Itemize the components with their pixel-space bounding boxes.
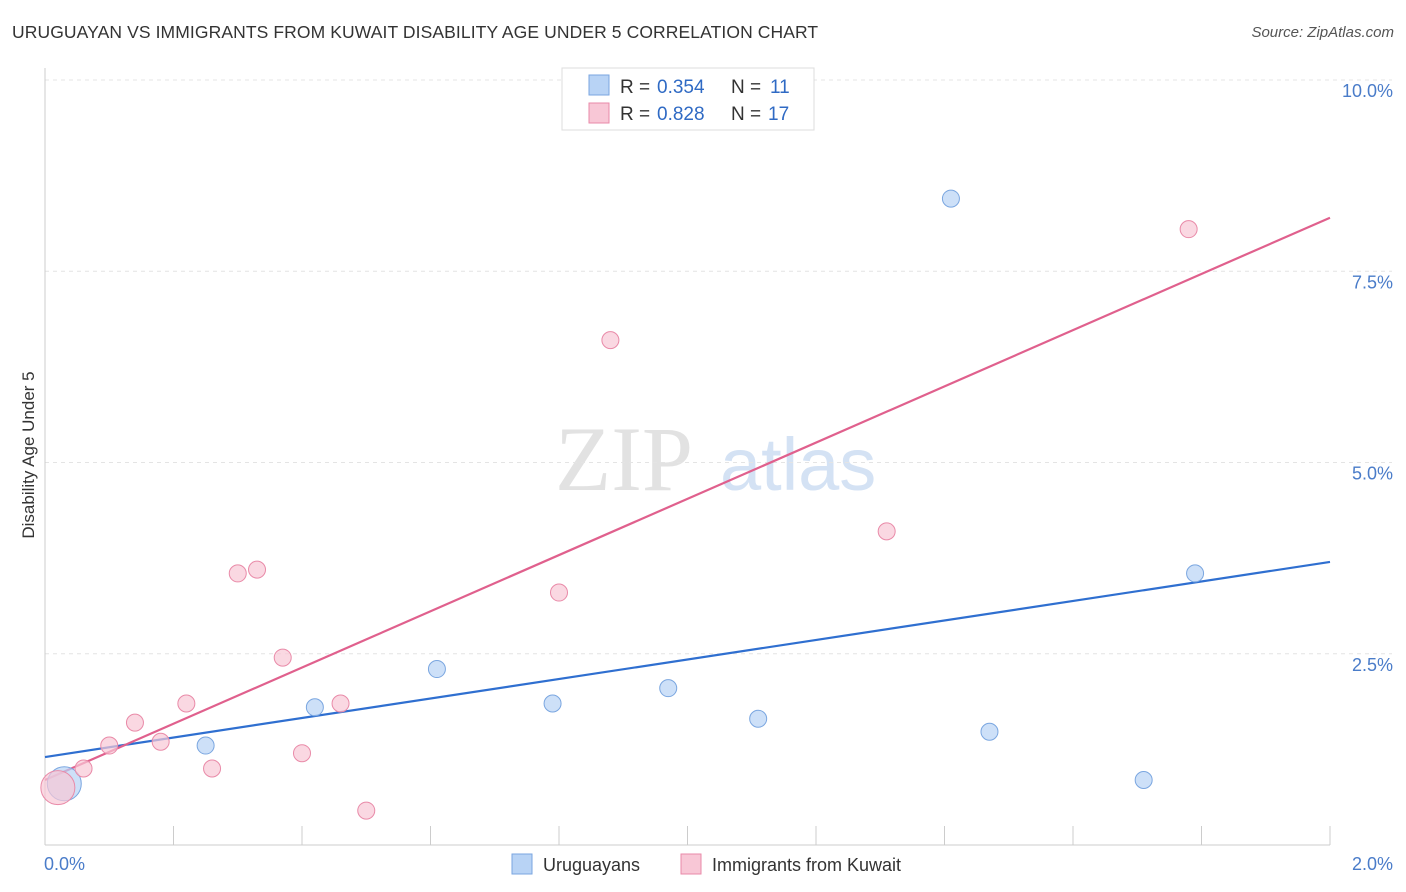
y-tick-label-0: 2.5%	[1352, 655, 1393, 675]
point-pink-12	[357, 801, 376, 820]
chart-title: URUGUAYAN VS IMMIGRANTS FROM KUWAIT DISA…	[12, 22, 819, 42]
point-pink-6	[203, 759, 222, 778]
point-pink-8	[248, 560, 267, 579]
point-blue-2	[305, 698, 324, 717]
legend-r-value-2: 0.828	[657, 104, 705, 125]
trend-line-pink	[44, 216, 1331, 781]
point-blue-4	[543, 694, 562, 713]
point-pink-11	[331, 694, 350, 713]
point-blue-6	[749, 709, 768, 728]
legend-n-label-2: N =	[731, 104, 761, 125]
watermark-zip: ZIP	[555, 408, 693, 510]
legend-r-value-1: 0.354	[657, 77, 705, 98]
point-blue-7	[941, 189, 960, 208]
y-tick-label-3: 10.0%	[1342, 81, 1393, 101]
x-tick-label-max: 2.0%	[1352, 854, 1393, 874]
series-legend: Uruguayans Immigrants from Kuwait	[511, 853, 901, 875]
trend-lines	[44, 216, 1331, 781]
point-pink-1	[74, 759, 93, 778]
data-points	[40, 189, 1205, 820]
point-pink-16	[1179, 220, 1198, 239]
bottom-legend-kuwait: Immigrants from Kuwait	[712, 855, 901, 875]
point-blue-3	[427, 660, 446, 679]
point-pink-13	[550, 583, 568, 602]
legend-pink-swatch	[588, 102, 610, 124]
legend-n-value-2: 17	[768, 104, 789, 125]
point-pink-3	[125, 713, 144, 732]
legend-n-label-1: N =	[731, 77, 761, 98]
point-blue-10	[1186, 564, 1205, 583]
legend-r-label-1: R =	[620, 77, 650, 98]
point-pink-0	[40, 770, 76, 806]
point-pink-5	[177, 694, 196, 713]
legend-r-label-2: R =	[620, 104, 650, 125]
point-pink-9	[273, 648, 292, 667]
bottom-legend-blue-swatch	[511, 853, 533, 875]
point-pink-14	[601, 331, 620, 350]
source-label: Source: ZipAtlas.com	[1251, 24, 1394, 41]
point-pink-15	[877, 522, 896, 541]
tick-labels: 2.5% 5.0% 7.5% 10.0% 0.0% 2.0%	[44, 81, 1393, 874]
point-pink-2	[100, 736, 119, 755]
watermark-atlas: atlas	[720, 423, 876, 506]
legend-n-value-1: 11	[770, 77, 790, 98]
trend-line-blue	[44, 560, 1331, 759]
point-pink-7	[228, 564, 247, 583]
x-tick-label-min: 0.0%	[44, 854, 85, 874]
point-pink-4	[151, 732, 170, 751]
point-pink-10	[293, 744, 311, 763]
point-blue-5	[659, 679, 678, 698]
bottom-legend-pink-swatch	[680, 853, 702, 875]
axes	[44, 68, 1331, 846]
legend-blue-swatch	[588, 74, 610, 96]
bottom-legend-uruguayans: Uruguayans	[543, 855, 640, 875]
y-axis-label: Disability Age Under 5	[19, 371, 38, 538]
correlation-legend: R = 0.354 N = 11 R = 0.828 N = 17	[561, 67, 815, 131]
point-blue-1	[196, 736, 215, 755]
point-blue-9	[1134, 770, 1153, 789]
point-blue-8	[980, 722, 999, 741]
y-tick-label-2: 7.5%	[1352, 272, 1393, 292]
y-tick-label-1: 5.0%	[1352, 464, 1393, 484]
